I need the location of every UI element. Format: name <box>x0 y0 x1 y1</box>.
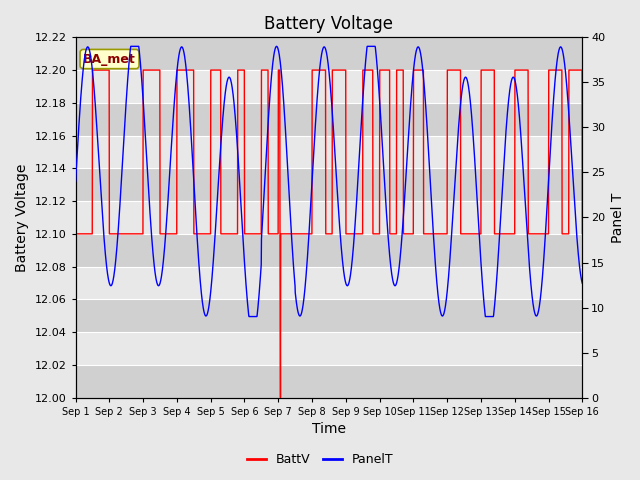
Bar <box>76 103 582 135</box>
Legend: BattV, PanelT: BattV, PanelT <box>242 448 398 471</box>
Y-axis label: Panel T: Panel T <box>611 192 625 243</box>
Bar <box>76 37 582 70</box>
Bar <box>76 70 582 103</box>
X-axis label: Time: Time <box>312 422 346 436</box>
Bar <box>76 135 582 168</box>
Bar <box>76 168 582 201</box>
Bar <box>76 300 582 332</box>
Bar <box>76 201 582 234</box>
Bar <box>76 266 582 300</box>
Bar <box>76 234 582 266</box>
Text: BA_met: BA_met <box>83 52 136 66</box>
Bar <box>76 365 582 397</box>
Title: Battery Voltage: Battery Voltage <box>264 15 394 33</box>
Bar <box>76 332 582 365</box>
Y-axis label: Battery Voltage: Battery Voltage <box>15 163 29 272</box>
